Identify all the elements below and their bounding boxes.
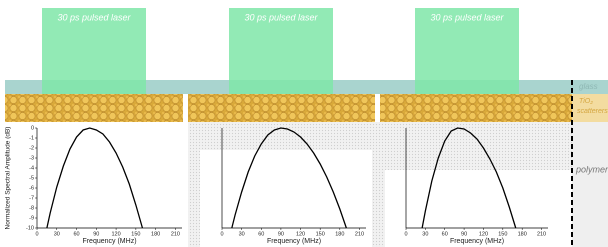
y-tick-label: -3 [29, 155, 34, 161]
y-tick-label: -2 [29, 145, 34, 151]
x-tick-label: 60 [258, 231, 264, 237]
x-tick-label: 0 [404, 231, 407, 237]
x-tick-label: 120 [111, 231, 120, 237]
background [200, 150, 372, 247]
y-tick-label: -4 [29, 165, 34, 171]
x-tick-label: 0 [220, 231, 223, 237]
x-tick-label: 210 [355, 231, 364, 237]
tio2-label: TiO₂ [579, 98, 593, 105]
x-tick-label: 150 [316, 231, 325, 237]
x-tick-label: 90 [461, 231, 467, 237]
laser-label: 30 ps pulsed laser [430, 12, 504, 22]
scatterers-label: scatterers [577, 108, 608, 115]
x-axis-label: Frequency (MHz) [267, 238, 321, 245]
x-tick-label: 0 [35, 231, 38, 237]
x-tick-label: 30 [239, 231, 245, 237]
x-tick-label: 30 [54, 231, 60, 237]
x-tick-label: 60 [442, 231, 448, 237]
tio2-layer [188, 94, 375, 122]
x-tick-label: 180 [518, 231, 527, 237]
laser-label: 30 ps pulsed laser [244, 12, 318, 22]
x-tick-label: 120 [296, 231, 305, 237]
tio2-layer [5, 94, 183, 122]
polymer-label: polymer [575, 164, 608, 174]
y-tick-label: -8 [29, 205, 34, 211]
x-axis-label: Frequency (MHz) [450, 238, 504, 245]
y-tick-label: -7 [29, 195, 34, 201]
y-tick-label: -9 [29, 215, 34, 221]
y-tick-label: -1 [29, 135, 34, 141]
x-tick-label: 210 [171, 231, 180, 237]
figure: 30 ps pulsed laser 30 ps pulsed laser 30… [0, 0, 608, 247]
y-tick-label: -5 [29, 175, 34, 181]
polymer-region [572, 122, 608, 247]
y-axis-label: Normalized Spectral Amplitude (dB) [5, 127, 12, 230]
tio2-layer [380, 94, 572, 122]
x-tick-label: 30 [422, 231, 428, 237]
x-axis-label: Frequency (MHz) [82, 238, 136, 245]
x-tick-label: 180 [151, 231, 160, 237]
x-tick-label: 150 [498, 231, 507, 237]
page: 30 ps pulsed laser 30 ps pulsed laser 30… [0, 0, 608, 247]
x-tick-label: 150 [131, 231, 140, 237]
x-tick-label: 90 [278, 231, 284, 237]
glass-label: glass [579, 82, 598, 91]
x-tick-label: 90 [93, 231, 99, 237]
y-tick-label: -10 [26, 225, 34, 231]
x-tick-label: 120 [479, 231, 488, 237]
x-tick-label: 60 [73, 231, 79, 237]
y-tick-label: -6 [29, 185, 34, 191]
x-tick-label: 180 [335, 231, 344, 237]
y-tick-label: 0 [31, 125, 34, 131]
x-tick-label: 210 [537, 231, 546, 237]
laser-label: 30 ps pulsed laser [57, 12, 131, 22]
